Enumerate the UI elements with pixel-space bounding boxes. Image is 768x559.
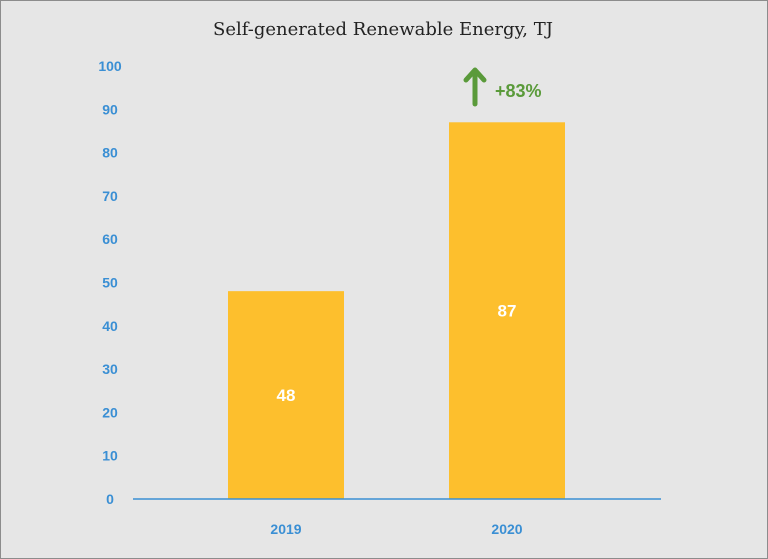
y-tick-label: 40 <box>102 318 118 334</box>
y-tick-label: 20 <box>102 404 118 420</box>
up-arrow-head <box>463 67 487 83</box>
y-tick-label: 60 <box>102 231 118 247</box>
y-tick-label: 100 <box>98 58 122 74</box>
change-annotation: +83% <box>463 67 542 107</box>
y-tick-label: 90 <box>102 101 118 117</box>
y-tick-label: 30 <box>102 361 118 377</box>
data-label: 48 <box>277 386 296 405</box>
up-arrow-icon <box>463 67 487 107</box>
x-tick-label: 2020 <box>491 521 522 537</box>
y-tick-label: 80 <box>102 145 118 161</box>
y-axis-ticks: 0 10 20 30 40 50 60 70 80 90 100 <box>98 58 122 507</box>
bar <box>449 122 565 499</box>
y-tick-label: 70 <box>102 188 118 204</box>
percent-change-label: +83% <box>495 81 542 101</box>
y-tick-label: 0 <box>106 491 114 507</box>
y-tick-label: 50 <box>102 275 118 291</box>
data-labels: 48 87 <box>277 302 517 405</box>
bar <box>228 291 344 499</box>
data-label: 87 <box>498 302 517 321</box>
chart-title: Self-generated Renewable Energy, TJ <box>213 19 553 40</box>
x-tick-label: 2019 <box>270 521 301 537</box>
y-tick-label: 10 <box>102 448 118 464</box>
x-axis-labels: 2019 2020 <box>270 521 522 537</box>
bars <box>228 122 565 499</box>
